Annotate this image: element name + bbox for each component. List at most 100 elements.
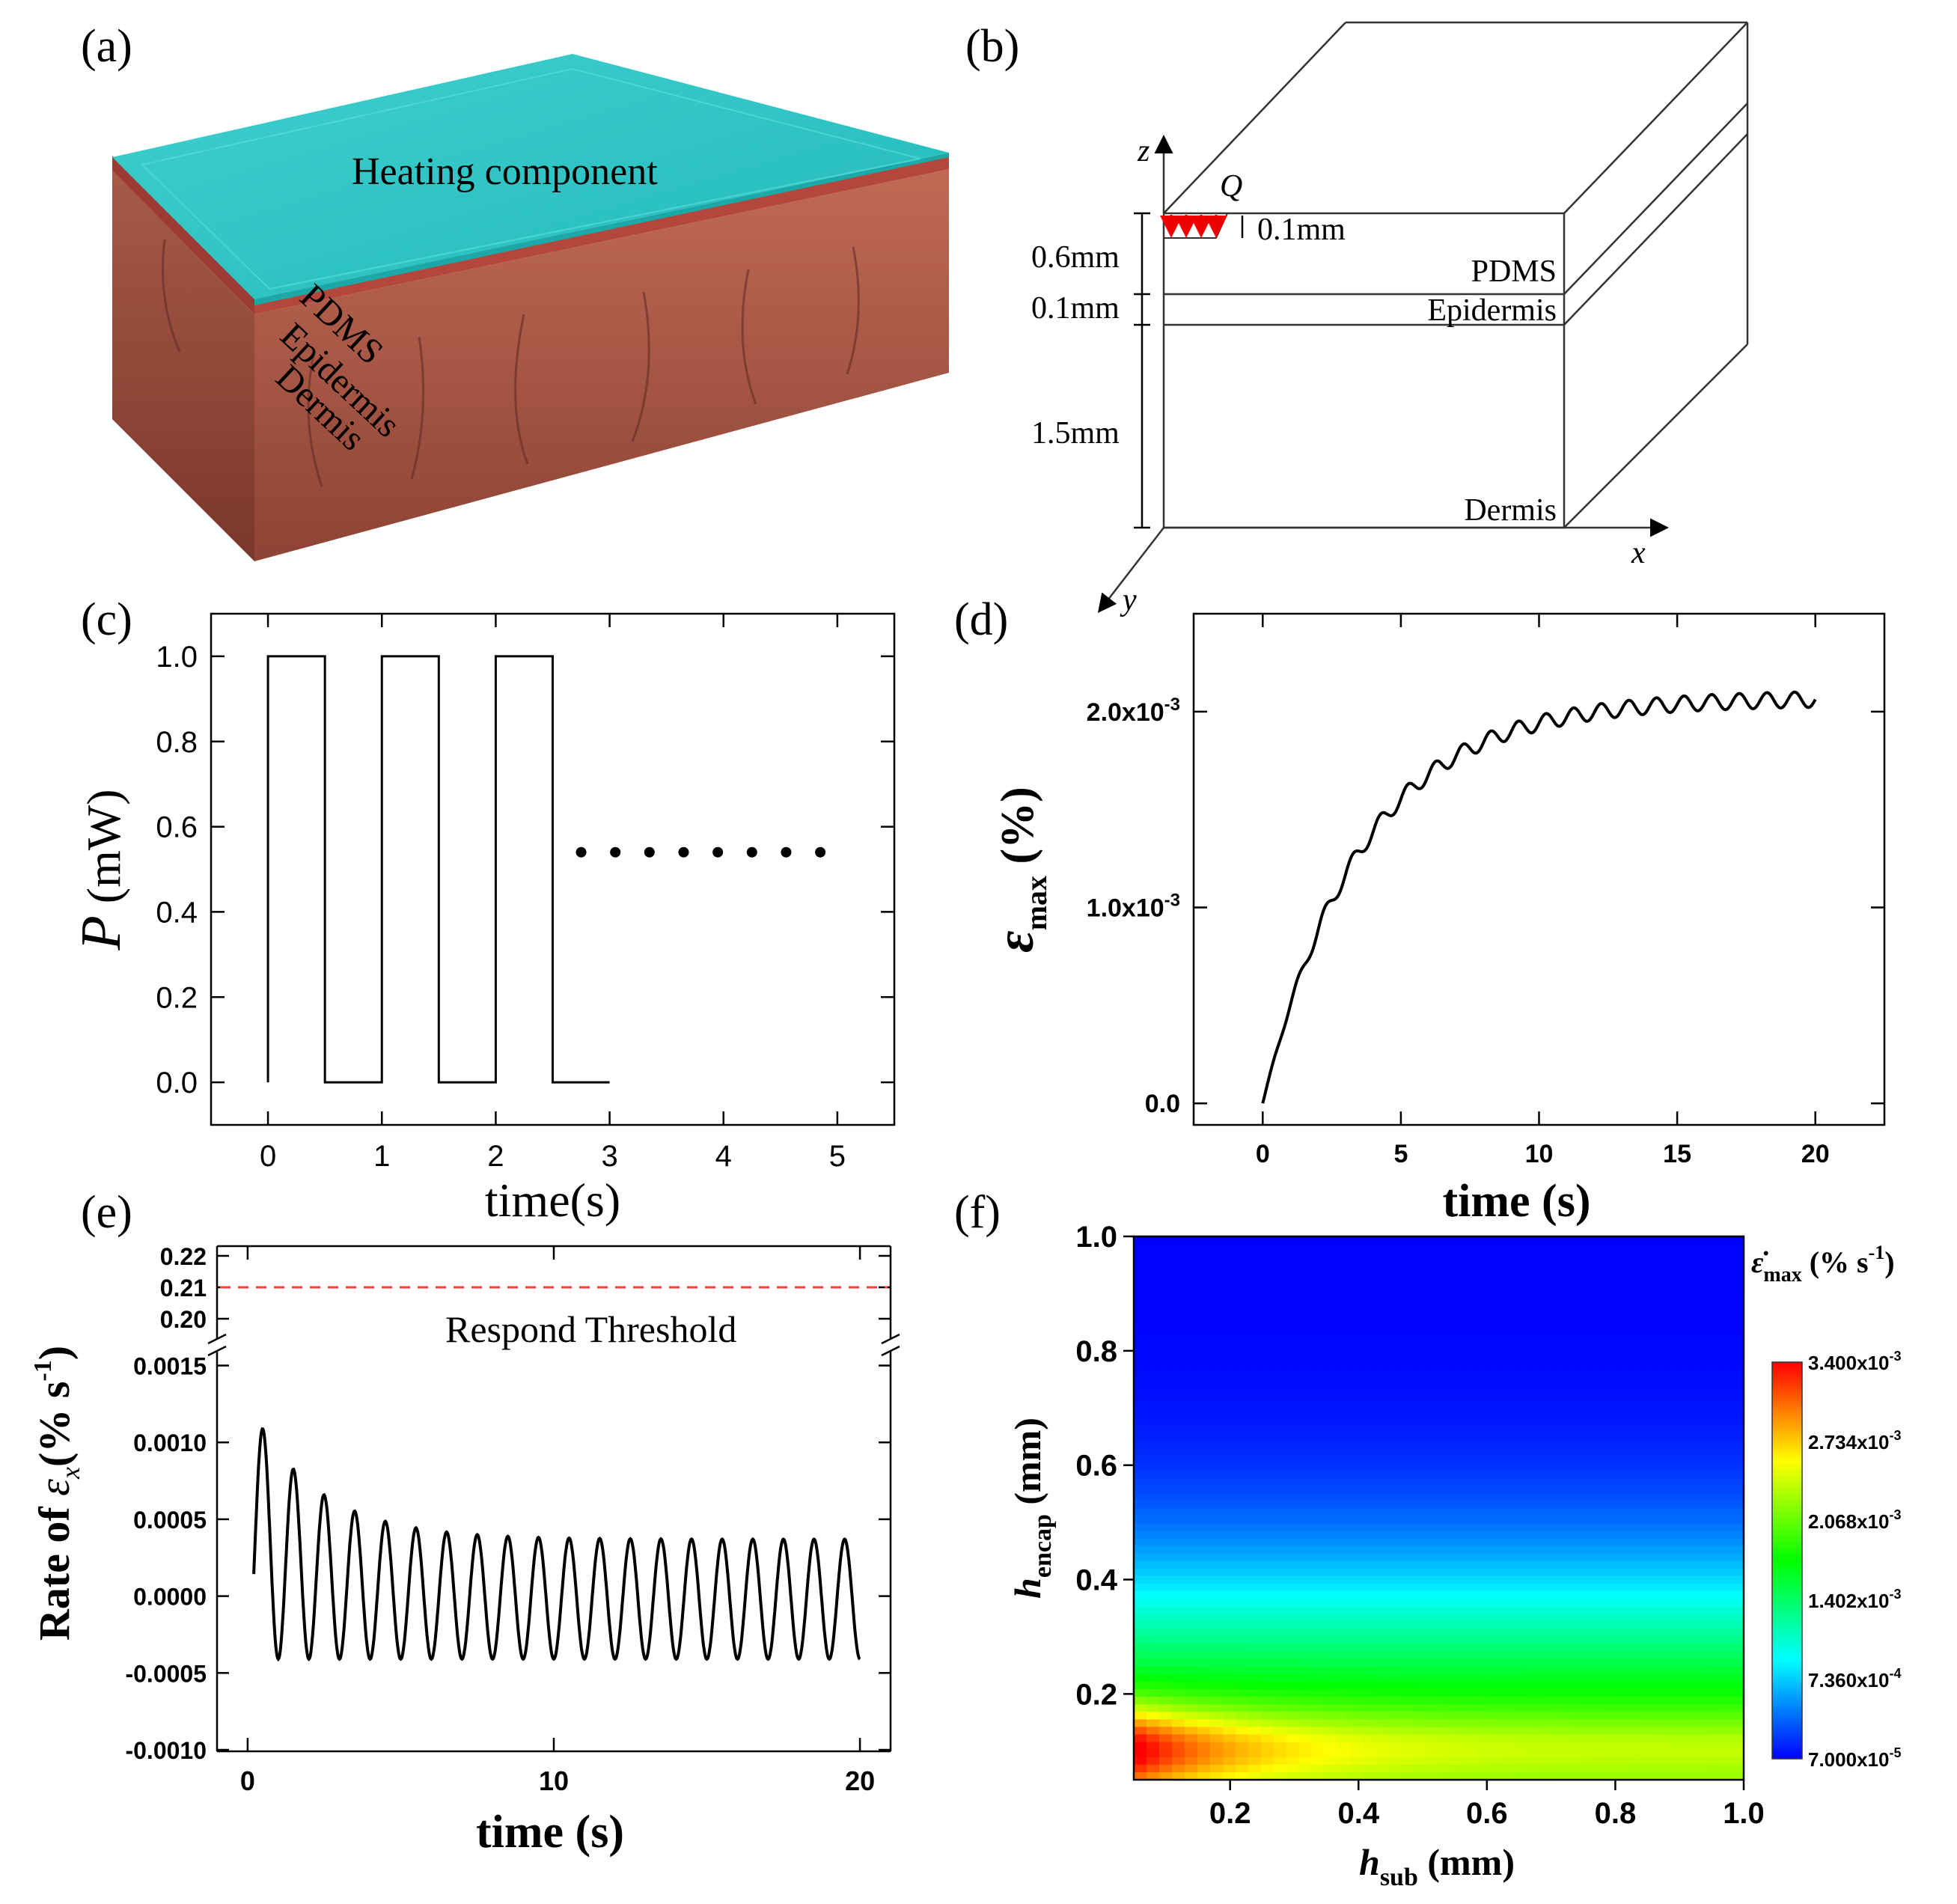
heatmap-cell: [1337, 1734, 1351, 1743]
heatmap-cell: [1197, 1644, 1211, 1653]
heatmap-cell: [1629, 1319, 1643, 1328]
heatmap-cell: [1680, 1281, 1694, 1290]
heatmap-cell: [1591, 1334, 1605, 1343]
heatmap-cell: [1502, 1727, 1515, 1736]
heatmap-cell: [1680, 1575, 1694, 1584]
heatmap-cell: [1286, 1357, 1300, 1366]
heatmap-cell: [1616, 1508, 1630, 1516]
heatmap-cell: [1426, 1516, 1440, 1524]
heatmap-cell: [1362, 1568, 1376, 1577]
heatmap-cell: [1667, 1651, 1681, 1660]
heatmap-cell: [1349, 1357, 1364, 1366]
heatmap-cell: [1362, 1327, 1376, 1335]
heatmap-cell: [1489, 1749, 1503, 1758]
heatmap-cell: [1718, 1764, 1732, 1773]
heatmap-cell: [1235, 1485, 1249, 1494]
heatmap-cell: [1197, 1666, 1211, 1675]
heatmap-cell: [1337, 1644, 1351, 1653]
heatmap-cell: [1438, 1281, 1453, 1290]
heatmap-cell: [1260, 1727, 1274, 1736]
heatmap-cell: [1362, 1266, 1376, 1275]
heatmap-cell: [1566, 1492, 1579, 1501]
heatmap-cell: [1324, 1485, 1338, 1494]
heatmap-cell: [1235, 1553, 1249, 1562]
heatmap-cell: [1489, 1712, 1503, 1720]
heatmap-cell: [1324, 1342, 1338, 1350]
heatmap-cell: [1604, 1553, 1617, 1562]
heatmap-cell: [1540, 1719, 1554, 1728]
heatmap-cell: [1566, 1440, 1579, 1448]
heatmap-cell: [1680, 1372, 1694, 1381]
heatmap-cell: [1158, 1364, 1173, 1373]
heatmap-cell: [1591, 1281, 1605, 1290]
heatmap-cell: [1655, 1621, 1668, 1629]
heatmap-cell: [1171, 1681, 1185, 1690]
heatmap-cell: [1655, 1334, 1668, 1343]
heatmap-cell: [1731, 1553, 1744, 1562]
heatmap-cell: [1134, 1379, 1147, 1388]
heatmap-cell: [1616, 1409, 1630, 1418]
heatmap-cell: [1362, 1697, 1376, 1705]
heatmap-cell: [1438, 1590, 1453, 1599]
heatmap-cell: [1286, 1266, 1300, 1275]
heatmap-cell: [1273, 1712, 1287, 1720]
heatmap-cell: [1464, 1485, 1478, 1494]
heatmap-cell: [1604, 1516, 1617, 1524]
heatmap-cell: [1375, 1681, 1389, 1690]
heatmap-cell: [1655, 1719, 1668, 1728]
heatmap-cell: [1642, 1251, 1655, 1260]
heatmap-cell: [1375, 1734, 1389, 1743]
heatmap-cell: [1387, 1447, 1402, 1456]
heatmap-cell: [1362, 1418, 1376, 1426]
heatmap-cell: [1311, 1418, 1325, 1426]
heatmap-cell: [1184, 1764, 1198, 1773]
heatmap-cell: [1642, 1757, 1655, 1766]
heatmap-cell: [1222, 1560, 1236, 1569]
heatmap-cell: [1502, 1742, 1515, 1751]
heatmap-cell: [1311, 1651, 1325, 1660]
heatmap-cell: [1451, 1636, 1465, 1645]
heatmap-cell: [1438, 1666, 1453, 1675]
heatmap-cell: [1337, 1492, 1351, 1501]
heatmap-cell: [1693, 1319, 1706, 1328]
heatmap-cell: [1502, 1244, 1515, 1252]
heatmap-cell: [1171, 1734, 1185, 1743]
heatmap-cell: [1477, 1734, 1491, 1743]
heatmap-cell: [1718, 1274, 1732, 1283]
heatmap-cell: [1222, 1636, 1236, 1645]
heatmap-cell: [1451, 1697, 1465, 1705]
heatmap-cell: [1222, 1251, 1236, 1260]
heatmap-cell: [1286, 1697, 1300, 1705]
heatmap-cell: [1655, 1402, 1668, 1411]
heatmap-cell: [1146, 1462, 1160, 1471]
heatmap-cell: [1146, 1553, 1160, 1562]
heatmap-cell: [1718, 1636, 1732, 1645]
heatmap-cell: [1616, 1259, 1630, 1267]
heatmap-cell: [1515, 1387, 1528, 1396]
heatmap-cell: [1248, 1357, 1262, 1366]
heatmap-cell: [1629, 1764, 1643, 1773]
heatmap-cell: [1566, 1651, 1579, 1660]
heatmap-cell: [1667, 1749, 1681, 1758]
heatmap-cell: [1616, 1651, 1630, 1660]
heatmap-cell: [1260, 1742, 1274, 1751]
heatmap-cell: [1706, 1659, 1719, 1667]
heatmap-cell: [1400, 1274, 1414, 1283]
heatmap-cell: [1477, 1651, 1491, 1660]
heatmap-cell: [1693, 1681, 1706, 1690]
heatmap-cell: [1171, 1432, 1185, 1441]
heatmap-cell: [1209, 1334, 1224, 1343]
heatmap-cell: [1298, 1349, 1313, 1358]
heatmap-cell: [1616, 1500, 1630, 1509]
heatmap-cell: [1387, 1289, 1402, 1298]
heatmap-cell: [1273, 1516, 1287, 1524]
heatmap-cell: [1693, 1402, 1706, 1411]
heatmap-cell: [1134, 1742, 1147, 1751]
heatmap-cell: [1680, 1689, 1694, 1697]
heatmap-cell: [1400, 1614, 1414, 1622]
heatmap-cell: [1248, 1621, 1262, 1629]
heatmap-cell: [1718, 1531, 1732, 1539]
heatmap-cell: [1655, 1500, 1668, 1509]
heatmap-cell: [1400, 1432, 1414, 1441]
heatmap-cell: [1604, 1614, 1617, 1622]
